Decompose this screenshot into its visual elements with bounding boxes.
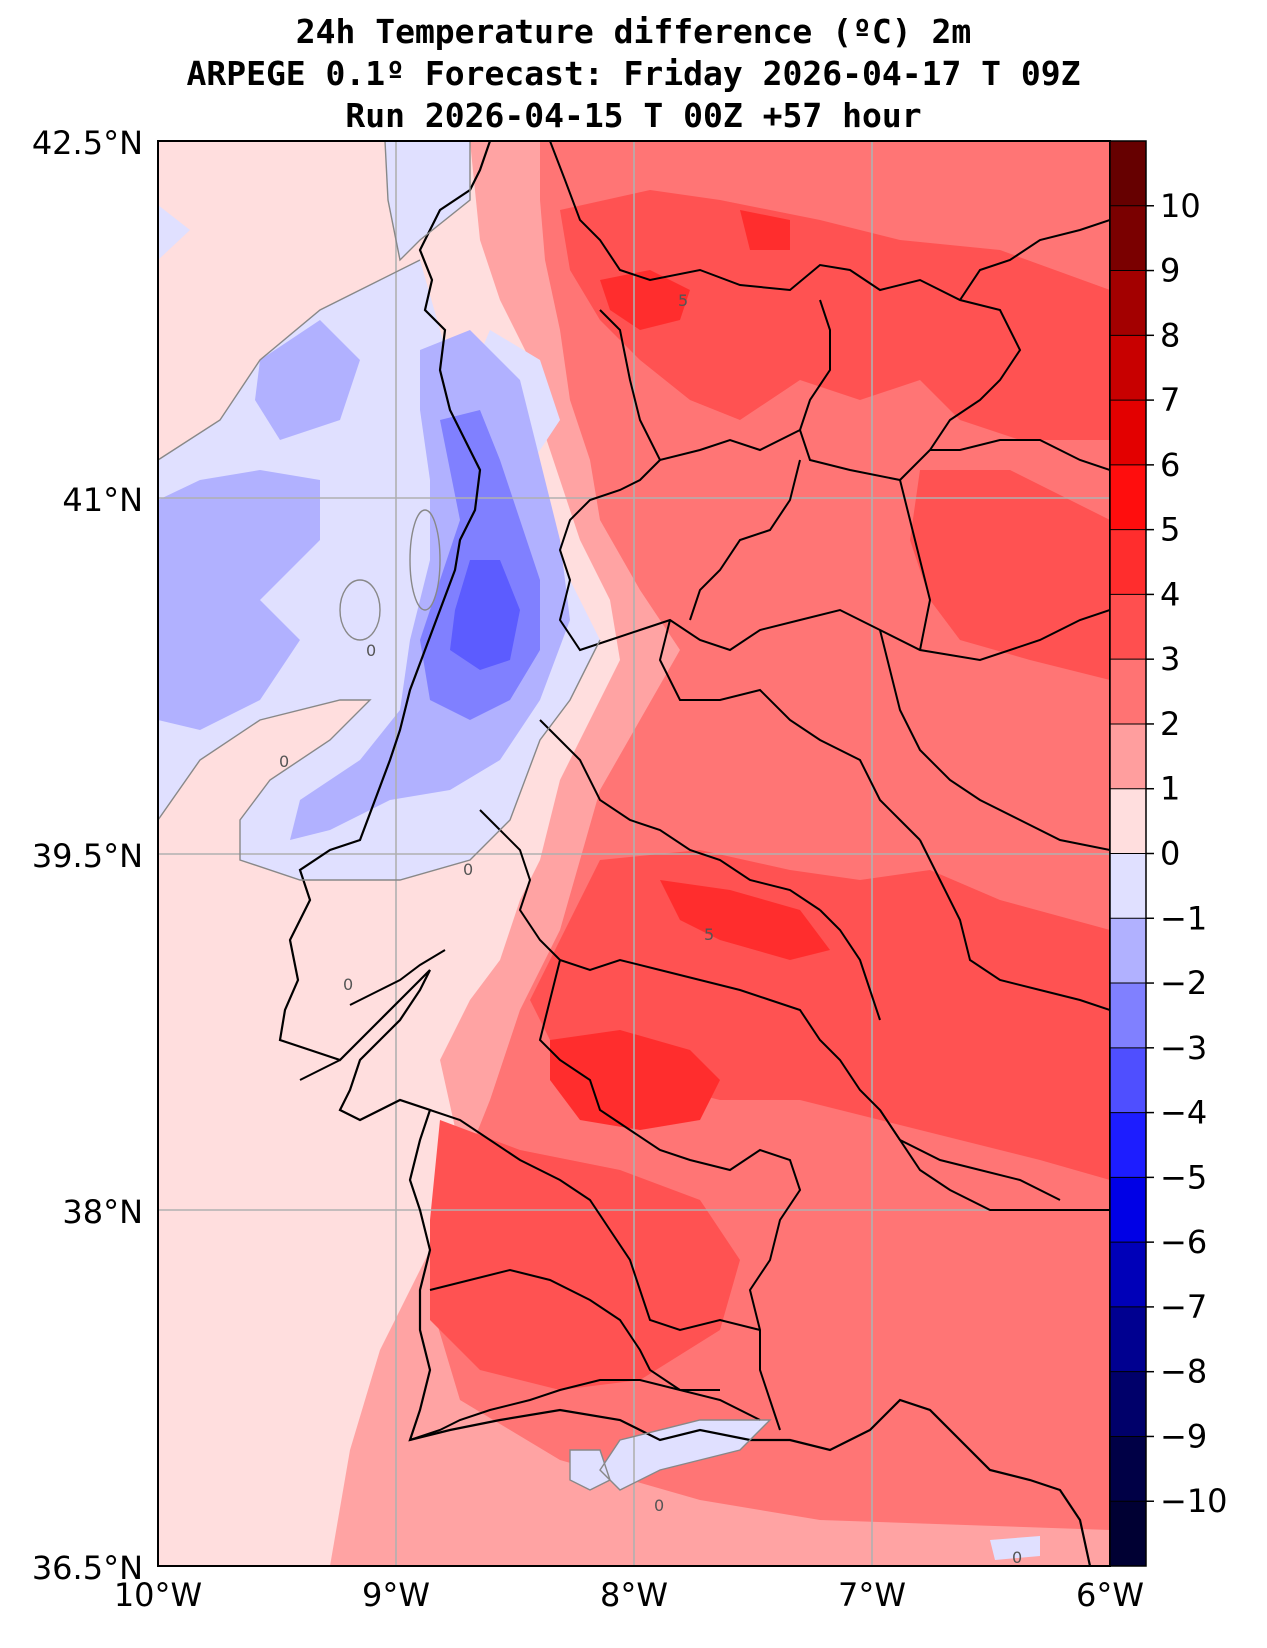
lon-label: 10°W bbox=[114, 1576, 202, 1614]
contour-label: 0 bbox=[1012, 1548, 1022, 1567]
colorbar-label: −4 bbox=[1160, 1094, 1207, 1132]
lon-label: 6°W bbox=[1076, 1576, 1144, 1614]
colorbar-swatch bbox=[1110, 1112, 1146, 1178]
colorbar-label: −3 bbox=[1160, 1029, 1207, 1067]
warm-field-3to4-b bbox=[910, 470, 1110, 680]
cool-field-0to-1-west bbox=[158, 205, 190, 260]
lat-label: 39.5°N bbox=[32, 837, 143, 875]
colorbar-swatch bbox=[1110, 141, 1146, 206]
contour-label: 0 bbox=[463, 860, 473, 879]
colorbar-swatch bbox=[1110, 594, 1146, 660]
estuaries bbox=[299, 949, 446, 1081]
colorbar-swatch bbox=[1110, 1242, 1146, 1308]
cool-field-0to-1-southeast bbox=[990, 1536, 1040, 1560]
colorbar-swatch bbox=[1110, 335, 1146, 401]
lon-label: 9°W bbox=[362, 1576, 430, 1614]
latitude-labels: 42.5°N 41°N 39.5°N 38°N 36.5°N bbox=[32, 124, 143, 1587]
colorbar-label: 1 bbox=[1160, 770, 1180, 808]
map-title-line2: ARPEGE 0.1º Forecast: Friday 2026-04-17 … bbox=[186, 54, 1081, 93]
colorbar-label: 6 bbox=[1160, 446, 1180, 484]
colorbar-swatch bbox=[1110, 1436, 1146, 1502]
admin-borders bbox=[409, 141, 1110, 1441]
colorbar-label: 0 bbox=[1160, 835, 1180, 873]
colorbar-label: −6 bbox=[1160, 1223, 1207, 1261]
lat-label: 38°N bbox=[62, 1193, 143, 1231]
colorbar-label: 8 bbox=[1160, 316, 1180, 354]
colorbar-label: −10 bbox=[1160, 1482, 1228, 1520]
contour-label: 0 bbox=[366, 641, 376, 660]
map-title-line1: 24h Temperature difference (ºC) 2m bbox=[295, 12, 972, 51]
colorbar-swatch bbox=[1110, 529, 1146, 595]
map-title-line3: Run 2026-04-15 T 00Z +57 hour bbox=[345, 96, 922, 135]
colorbar-label: −2 bbox=[1160, 964, 1207, 1002]
colorbar-swatch bbox=[1110, 983, 1146, 1049]
colorbar-label: 7 bbox=[1160, 381, 1180, 419]
contour-label: 0 bbox=[343, 975, 353, 994]
lat-label: 41°N bbox=[62, 481, 143, 519]
cool-field-minus1to2-c bbox=[290, 330, 570, 840]
colorbar-label: 10 bbox=[1160, 187, 1201, 225]
lat-label: 36.5°N bbox=[32, 1549, 143, 1587]
colorbar-label: −9 bbox=[1160, 1417, 1207, 1455]
graticule bbox=[158, 141, 1110, 1566]
warm-field-3to4-d bbox=[430, 1120, 740, 1390]
colorbar-swatch bbox=[1110, 659, 1146, 725]
cool-field-0to-1-south2 bbox=[570, 1450, 610, 1490]
warm-field-3to4 bbox=[560, 190, 1110, 440]
lon-label: 8°W bbox=[600, 1576, 668, 1614]
cool-field-minus1to2-b bbox=[158, 470, 320, 730]
colorbar-label: 5 bbox=[1160, 511, 1180, 549]
colorbar-label: −5 bbox=[1160, 1158, 1207, 1196]
colorbar-swatch bbox=[1110, 1306, 1146, 1373]
warm-field-4to5 bbox=[600, 270, 690, 330]
lon-label: 7°W bbox=[838, 1576, 906, 1614]
cool-field-minus1to2 bbox=[255, 320, 360, 440]
warm-field-4to5-d bbox=[740, 210, 790, 250]
colorbar-swatch bbox=[1110, 464, 1146, 531]
contour-label: 0 bbox=[279, 752, 289, 771]
colorbar-swatch bbox=[1110, 918, 1146, 984]
warm-field-4to5-c bbox=[550, 1030, 720, 1130]
colorbar-label: −7 bbox=[1160, 1288, 1207, 1326]
colorbar-swatch bbox=[1110, 270, 1146, 336]
cool-field-0to-1-north bbox=[385, 141, 470, 260]
contour-labels: 5 5 0 0 0 0 0 0 bbox=[279, 291, 1022, 1567]
colorbar-label: −1 bbox=[1160, 899, 1207, 937]
colorbar-swatch bbox=[1110, 400, 1146, 466]
colorbar-swatch bbox=[1110, 788, 1146, 854]
colorbar-swatch bbox=[1110, 205, 1146, 272]
colorbar-swatch bbox=[1110, 1047, 1146, 1114]
colorbar-swatch bbox=[1110, 1501, 1146, 1566]
colorbar-label: 4 bbox=[1160, 575, 1180, 613]
colorbar-label: 2 bbox=[1160, 705, 1180, 743]
contour-label: 5 bbox=[704, 925, 714, 944]
colorbar-swatch bbox=[1110, 1177, 1146, 1243]
warm-field-3to4-c bbox=[530, 850, 1110, 1180]
warm-field-4to5-b bbox=[660, 880, 830, 960]
contour-label: 0 bbox=[654, 1496, 664, 1515]
colorbar-label: 9 bbox=[1160, 252, 1180, 290]
temperature-field bbox=[158, 141, 1110, 1566]
cool-field-0to-1-south bbox=[600, 1420, 770, 1490]
cool-field-minus3to4 bbox=[450, 560, 520, 670]
colorbar-label: 3 bbox=[1160, 640, 1180, 678]
contour-label: 5 bbox=[678, 291, 688, 310]
coastline-portugal bbox=[278, 141, 1092, 1566]
longitude-labels: 10°W 9°W 8°W 7°W 6°W bbox=[114, 1576, 1144, 1614]
lat-label: 42.5°N bbox=[32, 124, 143, 162]
colorbar-label: −8 bbox=[1160, 1353, 1207, 1391]
zero-contours bbox=[158, 141, 772, 1491]
colorbar-swatch bbox=[1110, 853, 1146, 919]
colorbar-swatch bbox=[1110, 1371, 1146, 1437]
colorbar-swatch bbox=[1110, 723, 1146, 790]
